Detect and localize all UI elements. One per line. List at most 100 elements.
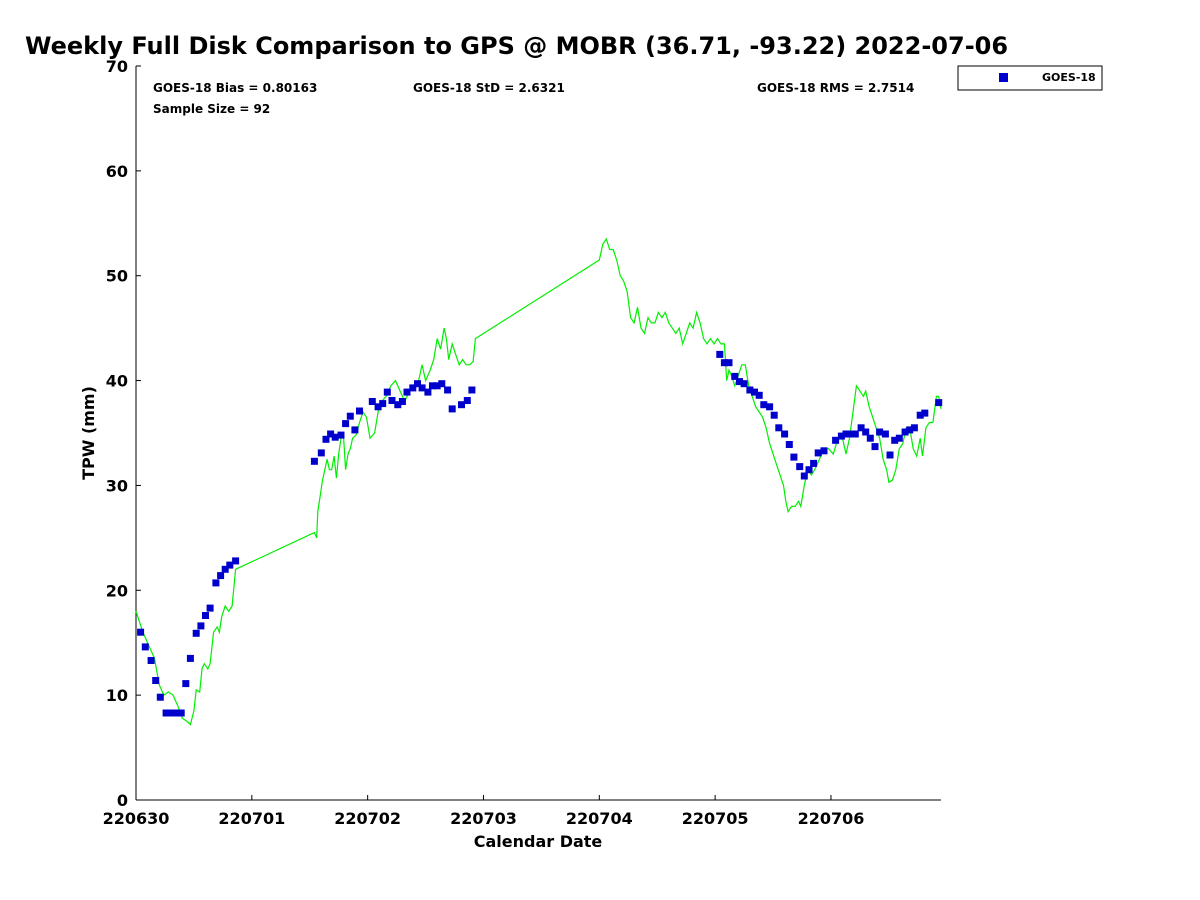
stat-rms: GOES-18 RMS = 2.7514 — [757, 81, 914, 95]
goes-18-point — [866, 434, 874, 442]
goes-18-point — [906, 426, 914, 434]
goes-18-point — [327, 430, 335, 438]
goes-18-point — [731, 372, 739, 380]
goes-18-point — [814, 449, 822, 457]
goes-18-point — [458, 401, 465, 409]
y-tick-label: 0 — [117, 791, 128, 810]
goes-18-point — [847, 430, 855, 438]
stat-bias: GOES-18 Bias = 0.80163 — [153, 81, 317, 95]
goes-18-point — [137, 628, 145, 636]
goes-18-point — [162, 709, 170, 717]
goes-18-point — [424, 388, 432, 396]
goes-18-point — [746, 386, 754, 394]
goes-18-point — [331, 433, 339, 441]
legend: GOES-18 — [957, 65, 1103, 91]
goes-18-point — [916, 411, 924, 419]
goes-18-point — [379, 400, 387, 408]
goes-18-point — [871, 443, 879, 451]
goes-18-point — [760, 401, 768, 409]
goes-18-point — [775, 424, 783, 432]
goes-18-point — [374, 403, 382, 411]
gps-series-line — [135, 237, 942, 726]
stat-sample-size: Sample Size = 92 — [153, 102, 270, 116]
goes-18-point — [388, 397, 396, 404]
x-tick-label: 220706 — [798, 809, 865, 828]
goes-18-point — [740, 380, 748, 388]
goes-18-point — [716, 350, 724, 358]
goes-18-point — [177, 709, 185, 717]
y-ticks: 0 10 20 30 40 50 60 70 — [106, 57, 141, 810]
goes-18-point — [147, 657, 155, 664]
goes-18-point — [212, 579, 220, 587]
goes-18-point — [837, 432, 845, 440]
x-axis-label: Calendar Date — [474, 832, 603, 851]
goes-18-point — [725, 359, 733, 367]
goes-18-point — [851, 430, 859, 438]
goes-18-point — [337, 431, 345, 439]
plot-area: 0 10 20 30 40 50 60 70 220630 220701 220702 220703… — [103, 57, 943, 828]
goes-18-point — [356, 407, 363, 415]
goes-18-point — [720, 359, 728, 367]
goes-18-point — [322, 435, 330, 443]
goes-18-point — [182, 680, 190, 688]
goes-18-point — [192, 629, 200, 637]
goes-18-point — [832, 436, 840, 444]
goes-18-point — [433, 382, 441, 390]
goes-18-point — [895, 434, 903, 442]
goes-18-point — [921, 409, 929, 417]
y-tick-label: 30 — [106, 476, 128, 495]
goes-18-point — [796, 463, 804, 471]
legend-box — [957, 65, 1103, 91]
goes-18-point — [891, 436, 899, 444]
goes-18-point — [876, 428, 884, 436]
goes-18-point — [351, 426, 359, 434]
goes-18-point — [197, 622, 205, 630]
x-tick-label: 220703 — [450, 809, 517, 828]
goes-18-point — [820, 447, 828, 455]
goes-18-point — [429, 382, 436, 390]
y-tick-label: 20 — [106, 581, 128, 600]
goes-18-point — [394, 401, 402, 409]
goes-18-point — [221, 565, 229, 573]
chart-title: Weekly Full Disk Comparison to GPS @ MOB… — [25, 32, 1008, 60]
goes-18-point — [800, 472, 808, 480]
goes-18-point — [418, 384, 426, 392]
goes-18-point — [857, 424, 865, 432]
goes-18-point — [781, 430, 789, 438]
goes-18-point — [881, 430, 889, 438]
goes-18-point — [398, 398, 406, 405]
goes-18-point — [342, 420, 350, 428]
goes-18-point — [186, 654, 194, 662]
goes-18-point — [805, 466, 813, 474]
goes-18-point — [448, 405, 456, 413]
goes-18-point — [463, 397, 471, 404]
goes-18-point — [217, 572, 225, 580]
legend-marker-goes-18 — [999, 73, 1008, 82]
x-tick-label: 220705 — [682, 809, 749, 828]
goes-series — [137, 350, 943, 717]
goes-18-point — [886, 451, 894, 459]
goes-18-point — [790, 453, 798, 461]
y-axis-label: TPW (mm) — [79, 386, 98, 480]
goes-18-point — [736, 378, 743, 386]
y-tick-label: 70 — [106, 57, 128, 76]
legend-label-goes-18: GOES-18 — [1042, 71, 1096, 84]
goes-18-point — [167, 709, 175, 717]
goes-18-point — [785, 441, 793, 448]
goes-18-point — [141, 643, 149, 651]
goes-18-point — [862, 428, 870, 436]
goes-18-point — [770, 411, 778, 419]
y-tick-label: 10 — [106, 686, 128, 705]
goes-18-point — [414, 380, 421, 388]
goes-18-point — [171, 709, 179, 717]
goes-18-point — [935, 399, 943, 407]
goes-18-point — [901, 428, 909, 436]
goes-18-point — [403, 388, 411, 396]
goes-18-point — [310, 457, 318, 465]
goes-18-point — [156, 693, 164, 701]
x-tick-label: 220702 — [334, 809, 401, 828]
goes-18-point — [810, 459, 818, 467]
goes-18-point — [226, 561, 234, 569]
goes-18-point — [152, 677, 160, 684]
